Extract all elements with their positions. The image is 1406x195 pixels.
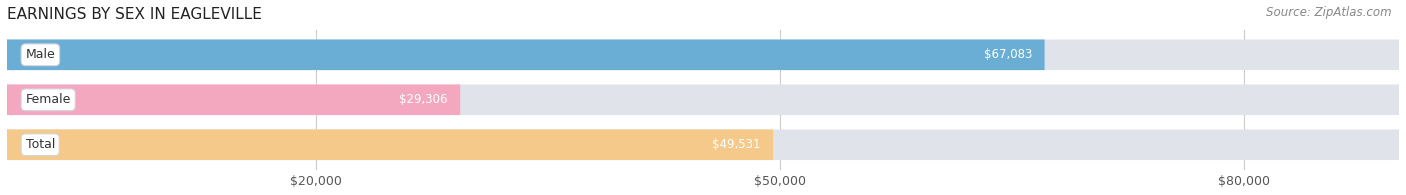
Text: $67,083: $67,083 [984,48,1032,61]
Text: Total: Total [25,138,55,151]
Text: Female: Female [25,93,70,106]
FancyBboxPatch shape [7,40,1399,70]
Text: $29,306: $29,306 [399,93,449,106]
Text: Male: Male [25,48,55,61]
FancyBboxPatch shape [7,129,1399,160]
FancyBboxPatch shape [7,84,1399,115]
Text: Source: ZipAtlas.com: Source: ZipAtlas.com [1267,6,1392,19]
Text: $49,531: $49,531 [713,138,761,151]
FancyBboxPatch shape [7,84,460,115]
Text: EARNINGS BY SEX IN EAGLEVILLE: EARNINGS BY SEX IN EAGLEVILLE [7,7,262,22]
FancyBboxPatch shape [7,129,773,160]
FancyBboxPatch shape [7,40,1045,70]
